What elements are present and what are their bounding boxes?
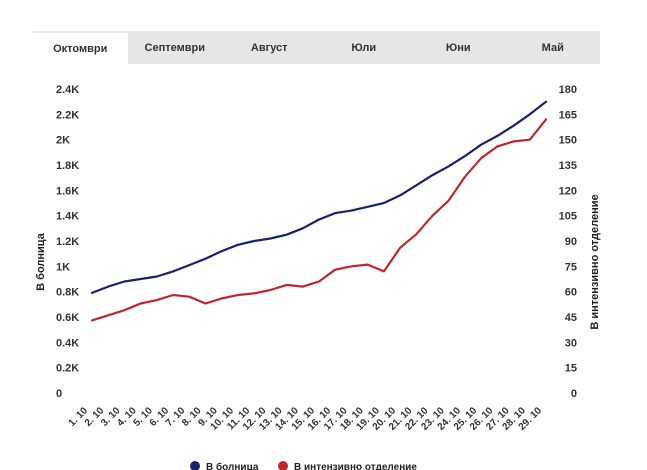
right-tick-label: 90	[565, 236, 577, 248]
right-tick-label: 60	[565, 287, 577, 299]
right-tick-label: 75	[565, 261, 577, 273]
left-axis-title: В болница	[35, 232, 47, 291]
left-tick-label: 1.4K	[56, 211, 79, 223]
left-tick-label: 1.6K	[56, 185, 79, 197]
left-tick-label: 0.4K	[56, 337, 79, 349]
tab-3[interactable]: Юли	[351, 41, 377, 54]
right-tick-label: 135	[559, 160, 577, 172]
series-line-0	[90, 100, 548, 294]
left-tick-label: 0.2K	[56, 363, 79, 375]
left-tick-label: 1K	[56, 261, 70, 273]
tab-0[interactable]: Октомври	[33, 31, 128, 64]
series-lines	[90, 100, 548, 322]
right-axis-ticks: 0 15 30 45 60 75 90 105 120 135 150 165 180	[559, 84, 577, 400]
right-tick-label: 30	[565, 337, 577, 349]
tab-5[interactable]: Май	[541, 41, 564, 54]
left-tick-label: 2.2K	[56, 109, 79, 121]
right-tick-label: 105	[559, 211, 577, 223]
left-tick-label: 0	[56, 388, 62, 400]
left-tick-label: 2.4K	[56, 84, 79, 96]
tab-1[interactable]: Септември	[144, 41, 205, 54]
right-tick-label: 165	[559, 109, 577, 121]
legend-label-0: В болница	[206, 461, 259, 470]
right-tick-label: 120	[559, 185, 577, 197]
right-tick-label: 45	[565, 312, 577, 324]
right-tick-label: 15	[565, 363, 577, 375]
left-tick-label: 0.6K	[56, 312, 79, 324]
right-tick-label: 180	[559, 84, 577, 96]
legend-marker-1	[278, 461, 288, 470]
series-line-1	[90, 118, 548, 322]
left-tick-label: 1.2K	[56, 236, 79, 248]
left-axis-ticks: 0 0.2K 0.4K 0.6K 0.8K 1K 1.2K 1.4K 1.6K 1.8K 2K 2.2…	[56, 84, 79, 400]
tab-2[interactable]: Август	[250, 41, 288, 54]
right-tick-label: 0	[571, 388, 577, 400]
right-tick-label: 150	[559, 135, 577, 147]
month-tab-bar: Октомври Септември Август Юли Юни Май	[33, 31, 600, 64]
tab-4[interactable]: Юни	[445, 41, 471, 54]
left-tick-label: 0.8K	[56, 287, 79, 299]
chart-legend: В болница В интензивно отделение	[190, 461, 417, 470]
right-axis-title: В интензивно отделение	[589, 194, 601, 329]
left-tick-label: 1.8K	[56, 160, 79, 172]
left-tick-label: 2K	[56, 135, 70, 147]
legend-label-1: В интензивно отделение	[294, 462, 417, 470]
x-axis-ticks: 1. 102. 103. 104. 105. 106. 107. 108. 10…	[67, 405, 545, 433]
legend-marker-0	[190, 461, 200, 470]
